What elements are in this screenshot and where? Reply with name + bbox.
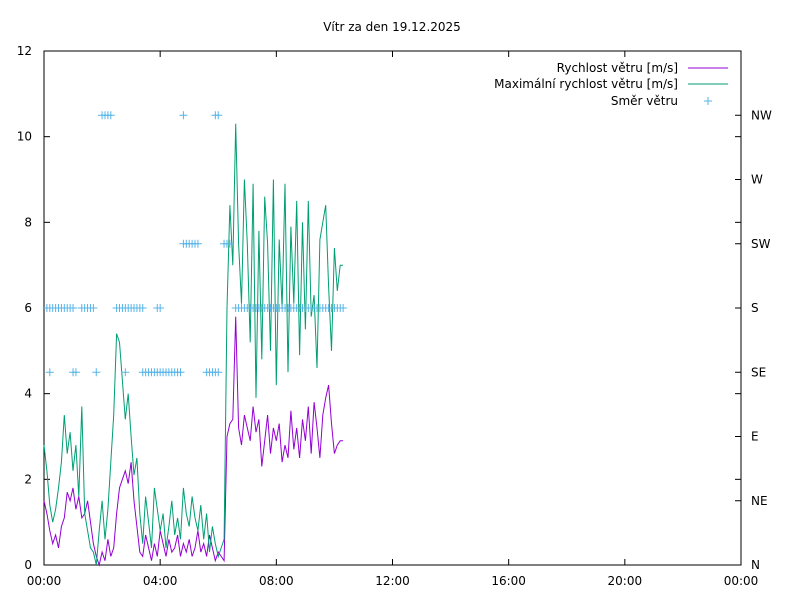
y2-tick-label: SE: [751, 365, 766, 379]
y2-tick-label: N: [751, 558, 760, 572]
x-tick-label: 20:00: [608, 574, 643, 588]
direction-point: [71, 368, 80, 377]
y-tick-label: 2: [24, 472, 32, 486]
y2-tick-label: E: [751, 430, 759, 444]
legend: Rychlost větru [m/s] Maximální rychlost …: [494, 61, 728, 108]
y-tick-label: 12: [17, 44, 32, 58]
legend-label-direction: Směr větru: [611, 94, 678, 108]
direction-point: [69, 304, 78, 312]
axes: 0 2 4 6 8 10 12 N NE E SE S SW W NW 00:00 04:00 08:00 12:0…: [17, 44, 772, 588]
x-tick-label: 12:00: [375, 574, 410, 588]
direction-point: [339, 304, 348, 312]
direction-point: [214, 111, 223, 120]
legend-label-speed: Rychlost větru [m/s]: [557, 61, 678, 75]
direction-point: [121, 368, 130, 377]
chart-title: Vítr za den 19.12.2025: [323, 20, 461, 34]
x-tick-label: 00:00: [724, 574, 759, 588]
y2-tick-label: W: [751, 173, 763, 187]
series-layer: [42, 111, 348, 567]
direction-point: [225, 239, 234, 248]
y2-tick-label: SW: [751, 237, 771, 251]
direction-point: [45, 368, 54, 377]
direction-point: [106, 111, 115, 120]
x-tick-label: 16:00: [491, 574, 526, 588]
y2-tick-label: NW: [751, 108, 772, 122]
x-tick-label: 04:00: [143, 574, 178, 588]
x-tick-label: 00:00: [27, 574, 62, 588]
series-line-speed: [43, 316, 344, 567]
y-tick-label: 6: [24, 301, 32, 315]
direction-point: [214, 368, 223, 377]
y-tick-label: 0: [24, 558, 32, 572]
direction-point: [179, 111, 188, 120]
legend-swatch-direction: [704, 97, 712, 105]
direction-point: [193, 239, 202, 248]
x-tick-label: 08:00: [259, 574, 294, 588]
direction-point: [89, 304, 98, 312]
series-line-max: [43, 123, 344, 566]
direction-point: [176, 368, 185, 377]
y2-tick-label: S: [751, 301, 759, 315]
y-tick-label: 10: [17, 130, 32, 144]
y-tick-label: 8: [24, 215, 32, 229]
y-tick-label: 4: [24, 387, 32, 401]
plot-frame: [43, 50, 742, 566]
direction-point: [92, 368, 101, 377]
legend-label-max: Maximální rychlost větru [m/s]: [494, 77, 678, 91]
y2-tick-label: NE: [751, 494, 768, 508]
direction-point: [156, 304, 165, 312]
direction-point: [138, 304, 147, 312]
